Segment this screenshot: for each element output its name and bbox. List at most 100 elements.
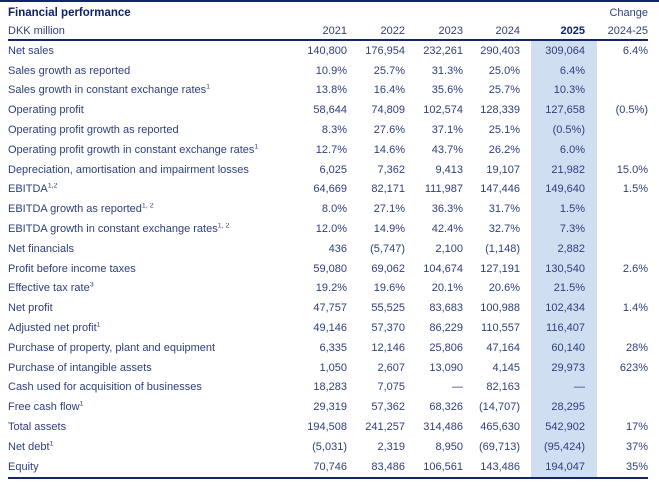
cell-change: 28%	[625, 341, 648, 354]
row-label: Operating profit growth as reported	[8, 124, 179, 137]
cell-2025-highlighted: 28,295	[520, 397, 597, 418]
cell-2024: (1,148)	[485, 242, 520, 255]
cell-2021: 18,283	[313, 381, 347, 394]
row-label: Operating profit	[8, 104, 84, 117]
table-row: Operating profit growth as reported 8.3%…	[8, 120, 648, 140]
cell-2024: 82,163	[486, 381, 520, 394]
cell-2023: 102,574	[423, 104, 463, 117]
cell-2022: 14.9%	[373, 223, 405, 236]
cell-2021: 58,644	[313, 104, 347, 117]
cell-2024: 31.7%	[488, 203, 520, 216]
cell-2023: 111,987	[424, 183, 463, 196]
cell-change: 2.6%	[622, 262, 648, 275]
footnote-marker: 1	[254, 143, 259, 151]
cell-2022: 27.1%	[373, 203, 405, 216]
row-label: Equity	[8, 460, 39, 473]
cell-2025-highlighted: 60,140	[520, 337, 597, 358]
table-title: Financial performance	[8, 6, 131, 19]
cell-2023: 36.3%	[431, 203, 463, 216]
table-row: Operating profit 58,644 74,809 102,574 1…	[8, 100, 648, 121]
column-header-2024: 2024	[495, 25, 520, 37]
cell-2021: 19.2%	[315, 282, 347, 295]
cell-2025-highlighted: 29,973	[520, 357, 597, 378]
cell-2022: 55,525	[371, 302, 405, 315]
table-row: EBITDA growth in constant exchange rates…	[8, 219, 648, 239]
table-row: Cash used for acquisition of businesses …	[8, 377, 648, 398]
cell-2024: 127,191	[480, 262, 520, 275]
row-label: Effective tax rate3	[8, 282, 94, 295]
row-label: Free cash flow1	[8, 401, 84, 414]
cell-2023: 83,683	[429, 302, 463, 315]
row-label: Adjusted net profit1	[8, 322, 101, 335]
cell-2025-highlighted: 127,658	[520, 100, 597, 121]
cell-2021: 13.8%	[315, 84, 347, 97]
cell-2024: (69,713)	[479, 440, 520, 453]
cell-2021: 194,508	[307, 421, 347, 434]
footnote-marker: 1	[49, 440, 54, 448]
cell-2021: 8.3%	[321, 124, 347, 137]
column-header-2023: 2023	[438, 25, 463, 37]
row-label: Total assets	[8, 421, 67, 434]
cell-2023: 43.7%	[431, 143, 463, 156]
cell-2022: 57,362	[371, 401, 405, 414]
table-row: Sales growth in constant exchange rates1…	[8, 80, 648, 101]
table-row: Net financials 436 (5,747) 2,100 (1,148)…	[8, 238, 648, 259]
cell-2023: 106,561	[423, 460, 463, 473]
cell-2025-highlighted: 21,982	[520, 159, 597, 180]
cell-change: 35%	[625, 460, 648, 473]
footnote-marker: 1	[79, 401, 84, 408]
table-row: Total assets 194,508 241,257 314,486 465…	[8, 417, 648, 437]
row-label: Net financials	[8, 242, 75, 255]
cell-2022: 83,486	[371, 460, 405, 473]
cell-2025-highlighted: (0.5%)	[520, 120, 597, 140]
cell-2024: 26.2%	[488, 143, 520, 156]
cell-2021: 8.0%	[321, 203, 347, 216]
cell-2024: 4,145	[492, 361, 520, 374]
cell-2024: 47,164	[486, 341, 520, 354]
row-label: Net sales	[8, 44, 54, 57]
table-row: Operating profit growth in constant exch…	[8, 139, 648, 160]
table-row: Purchase of property, plant and equipmen…	[8, 337, 648, 358]
cell-2024: 290,403	[480, 44, 520, 57]
cell-2025-highlighted: 6.0%	[520, 139, 597, 160]
cell-2023: 8,950	[435, 440, 463, 453]
cell-2023: 37.1%	[431, 124, 463, 137]
table-row: EBITDA growth as reported1, 2 8.0% 27.1%…	[8, 199, 648, 220]
cell-2021: 12.7%	[315, 143, 347, 156]
cell-2024: 25.1%	[488, 124, 520, 137]
cell-2024: 110,557	[481, 322, 520, 335]
cell-2022: 176,954	[365, 44, 405, 57]
cell-2023: 104,674	[423, 262, 463, 275]
cell-2022: 2,607	[377, 361, 405, 374]
cell-change: 1.5%	[622, 183, 648, 196]
cell-2024: 25.0%	[488, 64, 520, 77]
cell-2025-highlighted: 149,640	[520, 179, 597, 200]
cell-2021: 64,669	[313, 183, 347, 196]
table-row: Net debt1 (5,031) 2,319 8,950 (69,713) (…	[8, 436, 648, 457]
row-label: Operating profit growth in constant exch…	[8, 143, 259, 156]
row-label: EBITDA1,2	[8, 183, 58, 196]
table-row: Adjusted net profit1 49,146 57,370 86,22…	[8, 318, 648, 338]
cell-2022: 7,362	[377, 163, 405, 176]
cell-2022: 19.6%	[373, 282, 405, 295]
table-row: Effective tax rate3 19.2% 19.6% 20.1% 20…	[8, 278, 648, 299]
table-row: Net profit 47,757 55,525 83,683 100,988 …	[8, 298, 648, 319]
cell-2025-highlighted: 309,064	[520, 41, 597, 61]
cell-2021: 6,025	[319, 163, 347, 176]
cell-2022: 2,319	[377, 440, 405, 453]
cell-2025-highlighted: 1.5%	[520, 199, 597, 220]
cell-2024: 25.7%	[488, 84, 520, 97]
table-row: Depreciation, amortisation and impairmen…	[8, 159, 648, 180]
cell-2021: 47,757	[313, 302, 347, 315]
cell-change: (0.5%)	[615, 104, 648, 117]
cell-2021: 1,050	[319, 361, 347, 374]
footnote-marker: 1, 2	[141, 203, 154, 210]
cell-change: 15.0%	[616, 163, 648, 176]
change-column-header: Change	[609, 6, 648, 19]
cell-2024: 100,988	[480, 302, 520, 315]
cell-2025-highlighted: (95,424)	[520, 436, 597, 457]
cell-2025-highlighted: 2,882	[520, 238, 597, 259]
row-label: Net profit	[8, 302, 53, 315]
cell-2025-highlighted: 542,902	[520, 417, 597, 437]
row-label: Sales growth as reported	[8, 64, 131, 77]
